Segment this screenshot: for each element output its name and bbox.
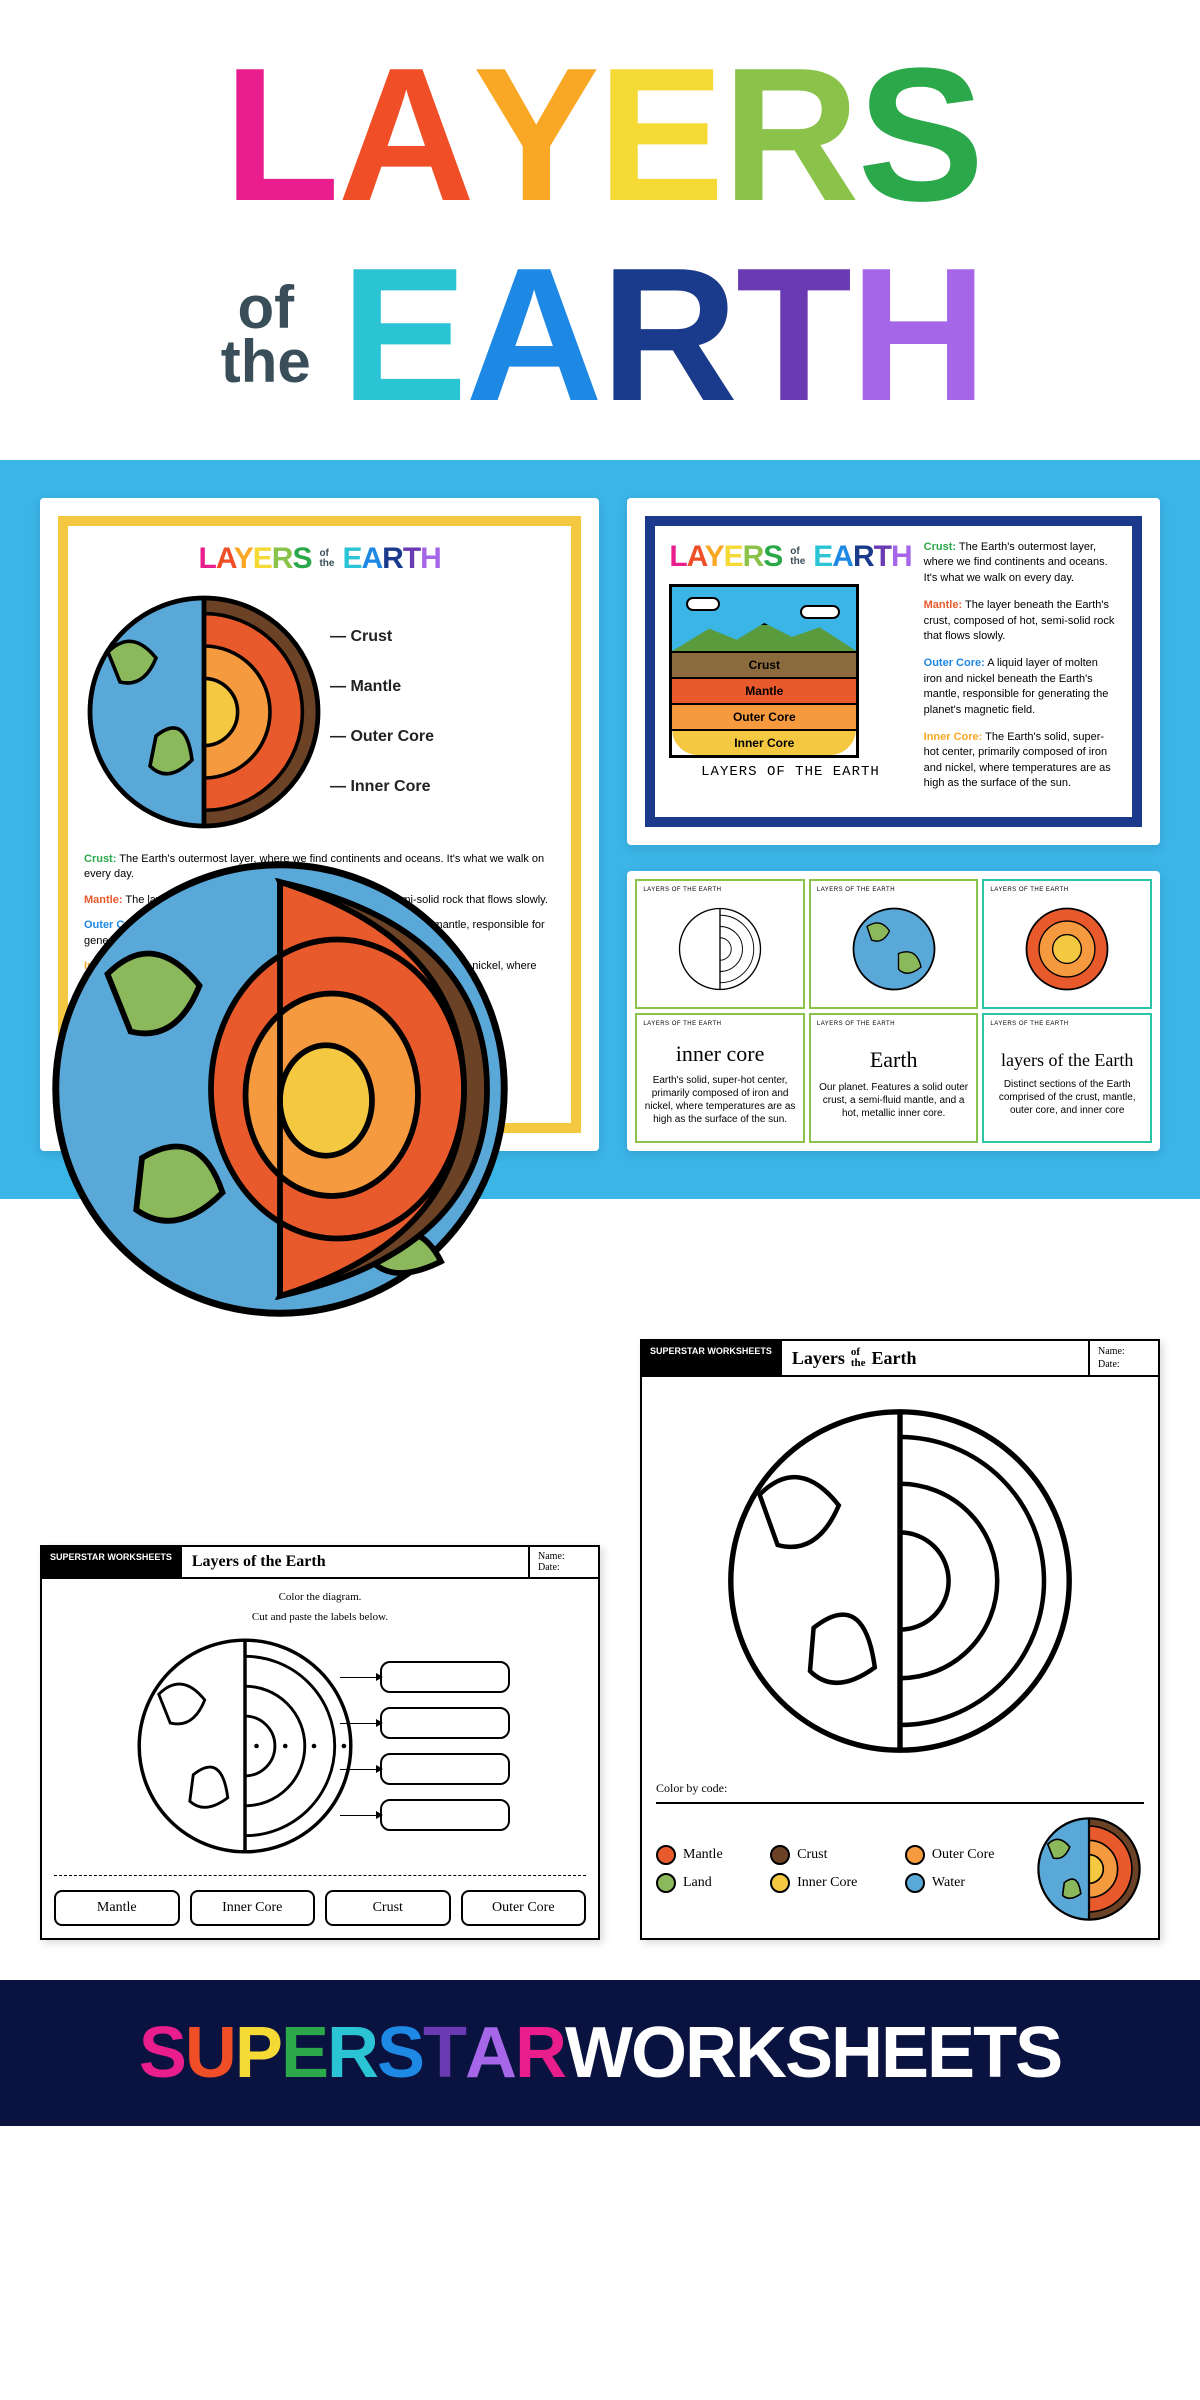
ws1-title: Layers of the Earth bbox=[182, 1547, 528, 1577]
title-the: the bbox=[221, 335, 311, 389]
blank-slot bbox=[380, 1753, 510, 1785]
title-row2: of the EARTH bbox=[60, 240, 1140, 430]
blank-slot bbox=[380, 1799, 510, 1831]
cut-labels: Mantle Inner Core Crust Outer Core bbox=[54, 1875, 586, 1926]
blank-slot bbox=[380, 1707, 510, 1739]
card-text-1: LAYERS OF THE EARTH inner coreEarth's so… bbox=[635, 1013, 805, 1143]
title-of: of bbox=[221, 281, 311, 335]
blue-section: LAYERS ofthe EARTH Crust bbox=[0, 460, 1200, 1199]
legend-mini-earth bbox=[1034, 1814, 1144, 1924]
cross-caption: LAYERS OF THE EARTH bbox=[669, 758, 911, 786]
card-rings: LAYERS OF THE EARTH bbox=[982, 879, 1152, 1009]
card-text-3: LAYERS OF THE EARTH layers of the EarthD… bbox=[982, 1013, 1152, 1143]
ws1-instr1: Color the diagram. bbox=[54, 1591, 586, 1603]
title-section: LAYERS of the EARTH bbox=[0, 0, 1200, 460]
cards-sheet: LAYERS OF THE EARTH bbox=[627, 871, 1160, 1151]
blank-slot bbox=[380, 1661, 510, 1693]
poster1-title: LAYERS ofthe EARTH bbox=[84, 542, 555, 576]
cards-grid: LAYERS OF THE EARTH bbox=[635, 879, 1152, 1143]
footer: SUPERSTARWORKSHEETS bbox=[0, 1980, 1200, 2126]
cross-section: Crust Mantle Outer Core Inner Core bbox=[669, 584, 859, 758]
poster2-descriptions: Crust: The Earth's outermost layer, wher… bbox=[924, 540, 1118, 803]
card-globe: LAYERS OF THE EARTH bbox=[809, 879, 979, 1009]
worksheet-colorcode: SUPERSTAR WORKSHEETS LayersoftheEarth Na… bbox=[640, 1339, 1160, 1940]
earth-3d-overlay bbox=[50, 859, 510, 1319]
ws-logo: SUPERSTAR WORKSHEETS bbox=[42, 1547, 182, 1577]
earth-diagram bbox=[84, 592, 324, 832]
legend: MantleCrustOuter CoreLandInner CoreWater bbox=[656, 1845, 1020, 1893]
layer-labels: Crust Mantle Outer Core Inner Core bbox=[330, 628, 434, 796]
ws1-instr2: Cut and paste the labels below. bbox=[54, 1611, 586, 1623]
card-text-2: LAYERS OF THE EARTH EarthOur planet. Fea… bbox=[809, 1013, 979, 1143]
worksheet-cutpaste: SUPERSTAR WORKSHEETS Layers of the Earth… bbox=[40, 1545, 600, 1940]
ws1-diagram bbox=[130, 1631, 360, 1861]
title-earth: EARTH bbox=[341, 240, 979, 430]
ws2-diagram bbox=[720, 1401, 1080, 1761]
ws-logo: SUPERSTAR WORKSHEETS bbox=[642, 1341, 782, 1375]
poster-crosssection: LAYERS ofthe EARTH Crust Mantle Outer Co… bbox=[627, 498, 1160, 845]
card-outline: LAYERS OF THE EARTH bbox=[635, 879, 805, 1009]
color-by-code: Color by code: bbox=[656, 1781, 1144, 1796]
title-layers: LAYERS bbox=[60, 40, 1140, 230]
